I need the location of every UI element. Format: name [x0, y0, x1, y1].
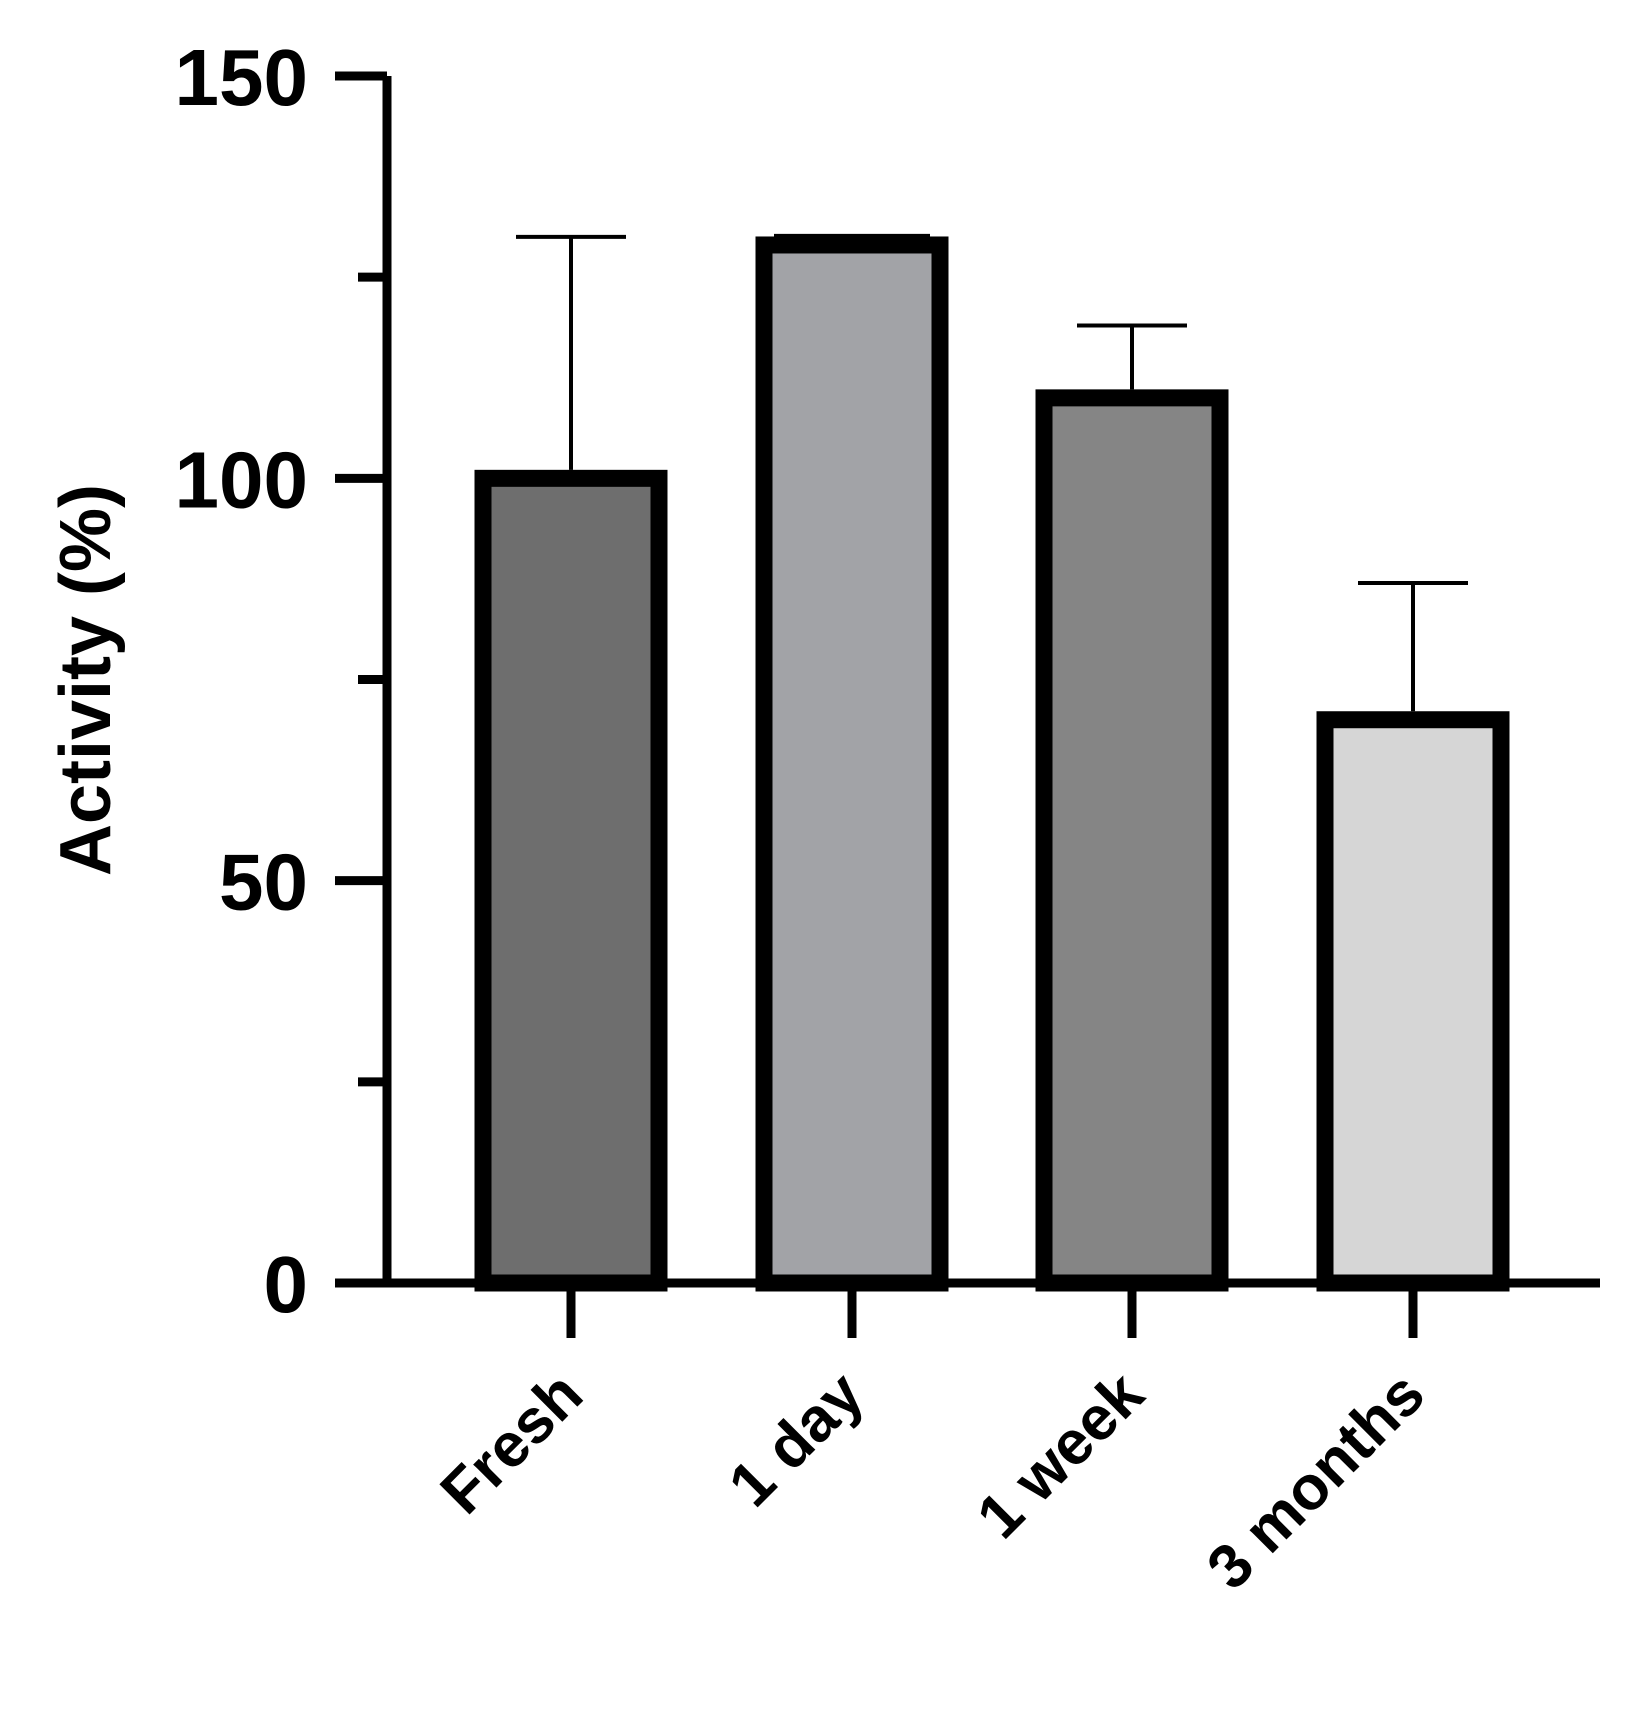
error-bars-layer	[516, 233, 1468, 712]
x-tick-label: 3 months	[1194, 1359, 1438, 1603]
bars-layer	[474, 236, 1510, 1292]
bar-1-week	[1035, 389, 1229, 1292]
y-tick-label: 100	[175, 435, 308, 524]
y-axis-title: Activity (%)	[46, 484, 126, 876]
y-tick-label: 150	[175, 33, 308, 122]
x-tick-label: 1 day	[716, 1359, 877, 1520]
x-ticks-layer: Fresh 1 day 1 week 3 months	[428, 1283, 1438, 1603]
y-tick-label: 50	[219, 838, 308, 927]
y-ticks-layer: 0 50 100 150	[175, 33, 387, 1329]
y-tick-label: 0	[264, 1240, 309, 1329]
bar-fresh	[474, 469, 668, 1292]
bar-3-months	[1316, 711, 1510, 1292]
x-tick-label: Fresh	[428, 1359, 596, 1527]
x-tick-label: 1 week	[964, 1359, 1157, 1552]
bar-1-day	[755, 236, 949, 1292]
